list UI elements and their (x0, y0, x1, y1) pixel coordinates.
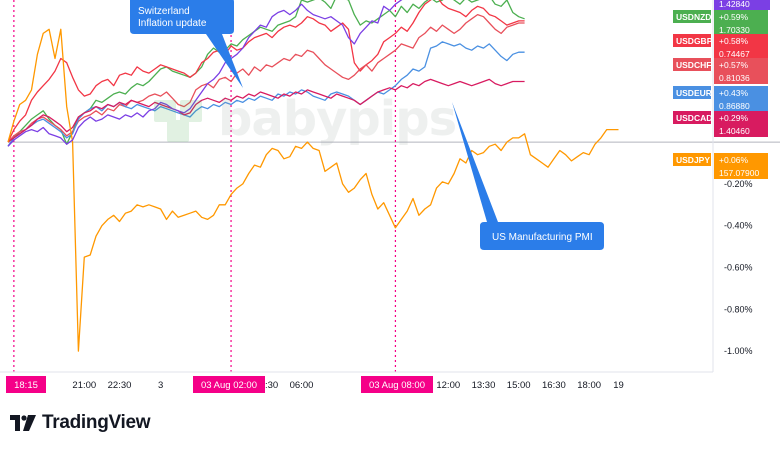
switzerland-callout-line1: Switzerland (138, 6, 190, 17)
y-tick-label: -0.40% (724, 221, 753, 231)
y-tick-label: -0.80% (724, 304, 753, 314)
price-tag-price-value: 0.81036 (719, 73, 750, 83)
price-tag-label: USDGBP (676, 36, 713, 46)
price-tag-usdnzd-change (714, 10, 768, 23)
x-highlight-box (361, 376, 433, 393)
price-tag-price-value: 0.86880 (719, 101, 750, 111)
x-tick-label: 04:30 (254, 380, 278, 391)
tradingview-logo[interactable]: TradingView (10, 412, 151, 434)
price-tag-change-value: +0.57% (719, 60, 749, 70)
price-tag-change-value: +0.58% (719, 36, 749, 46)
price-tag-usdeur-change (714, 86, 768, 99)
switzerland-callout-line2: Inflation update (138, 18, 207, 29)
price-tag-usdchf-price (714, 71, 768, 84)
series-line-usdgbp (7, 0, 525, 143)
price-tag-usdnzd-name (673, 10, 711, 23)
series-lines (7, 0, 619, 352)
price-tag-change-value: +0.06% (719, 155, 749, 165)
x-tick-label: 21:00 (72, 380, 96, 391)
x-highlight-label: 18:15 (14, 380, 38, 391)
babypips-logo-icon (154, 100, 202, 142)
price-tag-usdjpy-change (714, 153, 768, 166)
y-tick-label: -1.00% (724, 346, 753, 356)
price-tag-purple (714, 0, 770, 10)
price-tag-change-value: +0.29% (719, 113, 749, 123)
x-highlight-box (6, 376, 46, 393)
series-line-usdnzd_purple (7, 0, 403, 147)
price-tag-usdjpy-price (714, 166, 768, 179)
series-line-usdchf (7, 13, 525, 143)
price-tag-price-value: 157.07900 (719, 168, 759, 178)
us-pmi-callout: US Manufacturing PMI (452, 102, 604, 250)
price-tag-usdcad-change (714, 111, 768, 124)
price-tag-change-value: +0.43% (719, 88, 749, 98)
series-line-usdcad (7, 78, 525, 143)
price-tag-purple-value: 1.42840 (719, 0, 750, 9)
price-tag-usdgbp-change (714, 34, 768, 47)
x-axis: 21:0022:30304:3006:0010:3012:0013:3015:0… (0, 371, 713, 393)
series-line-usdjpy (7, 28, 619, 352)
x-tick-label: 12:00 (436, 380, 460, 391)
x-tick-label: 13:30 (472, 380, 496, 391)
price-tag-price-value: 1.40460 (719, 126, 750, 136)
series-price-tags: 1.42840 USDNZD +0.59% 1.70330 USDGBP +0.58% 0.… (673, 0, 770, 179)
x-tick-label: 15:00 (507, 380, 531, 391)
price-tag-usdeur-price (714, 99, 768, 112)
price-tag-usdchf-change (714, 58, 768, 71)
series-line-usdnzd (7, 0, 525, 147)
price-tag-label: USDCAD (676, 113, 712, 123)
price-tag-usdchf-name (673, 58, 711, 71)
watermark-text: babypips (218, 91, 457, 147)
us-pmi-callout-text: US Manufacturing PMI (492, 232, 593, 243)
price-tag-change-value: +0.59% (719, 12, 749, 22)
x-tick-label: 19 (613, 380, 624, 391)
price-tag-usdgbp-name (673, 34, 711, 47)
price-tag-usdjpy-name (673, 153, 711, 166)
price-tag-usdeur-name (673, 86, 711, 99)
price-tag-usdnzd-price (714, 23, 768, 36)
price-tag-usdcad-name (673, 111, 711, 124)
x-tick-label: 06:00 (290, 380, 314, 391)
price-tag-label: USDNZD (676, 12, 711, 22)
y-axis: -0.20% -0.40% -0.60% -0.80% -1.00% (712, 0, 753, 372)
price-tag-price-value: 1.70330 (719, 25, 750, 35)
x-tick-label: 18:00 (577, 380, 601, 391)
price-tag-price-value: 0.74467 (719, 49, 750, 59)
tradingview-logo-icon (10, 415, 36, 431)
x-tick-label: 16:30 (542, 380, 566, 391)
x-highlight-label: 03 Aug 08:00 (369, 380, 425, 391)
price-tag-label: USDCHF (676, 60, 711, 70)
x-tick-label: 3 (158, 380, 163, 391)
price-tag-label: USDJPY (676, 155, 710, 165)
x-tick-label: 22:30 (108, 380, 132, 391)
switzerland-callout: Switzerland Inflation update (130, 0, 243, 88)
babypips-watermark: babypips (150, 90, 457, 148)
vertical-markers (13, 0, 397, 372)
x-highlight-label: 03 Aug 02:00 (201, 380, 257, 391)
price-tag-label: USDEUR (676, 88, 712, 98)
price-tag-usdcad-price (714, 124, 768, 137)
y-tick-label: -0.60% (724, 263, 753, 273)
price-tag-usdgbp-price (714, 47, 768, 60)
y-tick-label: -0.20% (724, 179, 753, 189)
x-highlight-box (193, 376, 265, 393)
tradingview-wordmark: TradingView (42, 412, 151, 433)
